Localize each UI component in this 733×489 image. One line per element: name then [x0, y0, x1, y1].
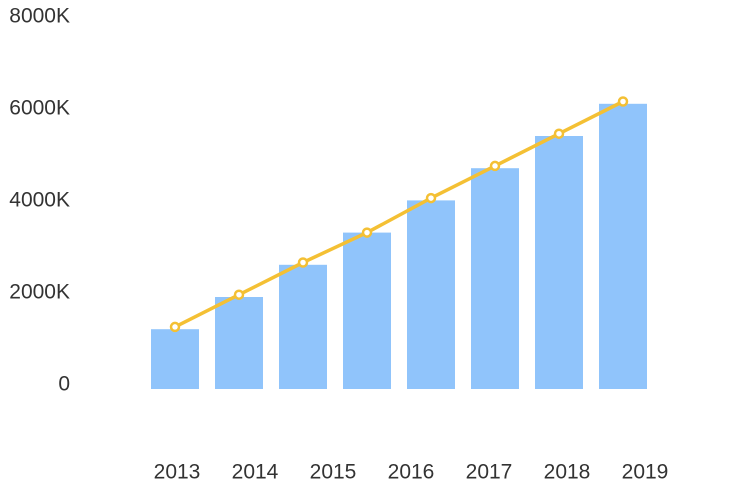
y-tick-label: 4000K	[9, 189, 70, 212]
y-tick-label: 2000K	[9, 281, 70, 304]
line-point	[169, 321, 181, 333]
bar	[471, 168, 519, 389]
x-tick-label: 2013	[154, 461, 201, 484]
line-point	[425, 192, 437, 204]
bar	[407, 200, 455, 389]
x-tick-label: 2014	[232, 461, 279, 484]
line-point	[553, 128, 565, 139]
line-point	[361, 227, 373, 238]
x-tick-label: 2016	[388, 461, 435, 484]
line	[174, 99, 624, 329]
x-tick-label: 2019	[622, 461, 669, 484]
bar	[343, 232, 391, 389]
bar	[535, 136, 583, 389]
line-point	[233, 289, 245, 300]
line-point	[297, 257, 309, 268]
bar	[215, 297, 263, 389]
line-point	[489, 160, 501, 172]
bar	[151, 329, 199, 389]
y-tick-label: 8000K	[9, 5, 70, 28]
line-point	[617, 96, 629, 107]
x-tick-label: 2017	[466, 461, 513, 484]
bar	[599, 103, 647, 390]
bar	[279, 264, 327, 389]
x-tick-label: 2018	[544, 461, 591, 484]
x-tick-label: 2015	[310, 461, 357, 484]
y-tick-label: 0	[58, 373, 70, 396]
y-tick-label: 6000K	[9, 97, 70, 120]
